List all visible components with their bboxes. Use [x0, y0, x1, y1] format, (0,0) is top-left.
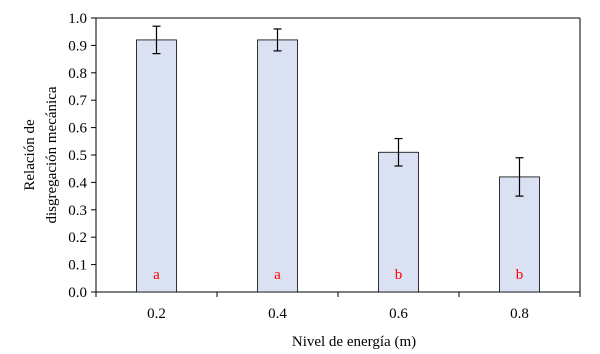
y-axis-title-line-2: disgregación mecánica	[44, 86, 60, 223]
y-tick-label: 0.0	[68, 285, 87, 301]
bar	[378, 151, 419, 293]
x-tick-label: 0.2	[147, 306, 166, 322]
group-letter: b	[395, 267, 403, 283]
group-letter: a	[274, 267, 281, 283]
x-tick-label: 0.6	[389, 306, 408, 322]
y-axis-title: Relación de disgregación mecánica	[22, 86, 60, 223]
y-tick-label: 0.6	[68, 121, 87, 137]
y-tick-label: 0.3	[68, 203, 87, 219]
x-tick-label: 0.8	[510, 306, 529, 322]
y-tick-label: 0.9	[68, 38, 87, 54]
y-tick-label: 0.2	[68, 230, 87, 246]
x-axis-title: Nivel de energía (m)	[292, 334, 416, 350]
plot-area: 0.0 0.1 0.2 0.3 0.4 0.5 0.6 0.7 0.8 0.9 1.0 a 0.2 a 0.…	[68, 11, 581, 322]
x-tick-label: 0.4	[268, 306, 287, 322]
group-letter: a	[153, 267, 160, 283]
y-tick-label: 0.7	[68, 93, 87, 109]
y-tick-label: 0.8	[68, 66, 87, 82]
group-letter: b	[516, 267, 524, 283]
bar	[257, 39, 298, 293]
y-tick-label: 0.5	[68, 148, 87, 164]
y-tick-label: 0.4	[68, 175, 87, 191]
bar	[136, 39, 177, 293]
y-axis-title-line-1: Relación de	[22, 119, 38, 191]
y-tick-label: 1.0	[68, 11, 87, 27]
y-tick-label: 0.1	[68, 258, 87, 274]
